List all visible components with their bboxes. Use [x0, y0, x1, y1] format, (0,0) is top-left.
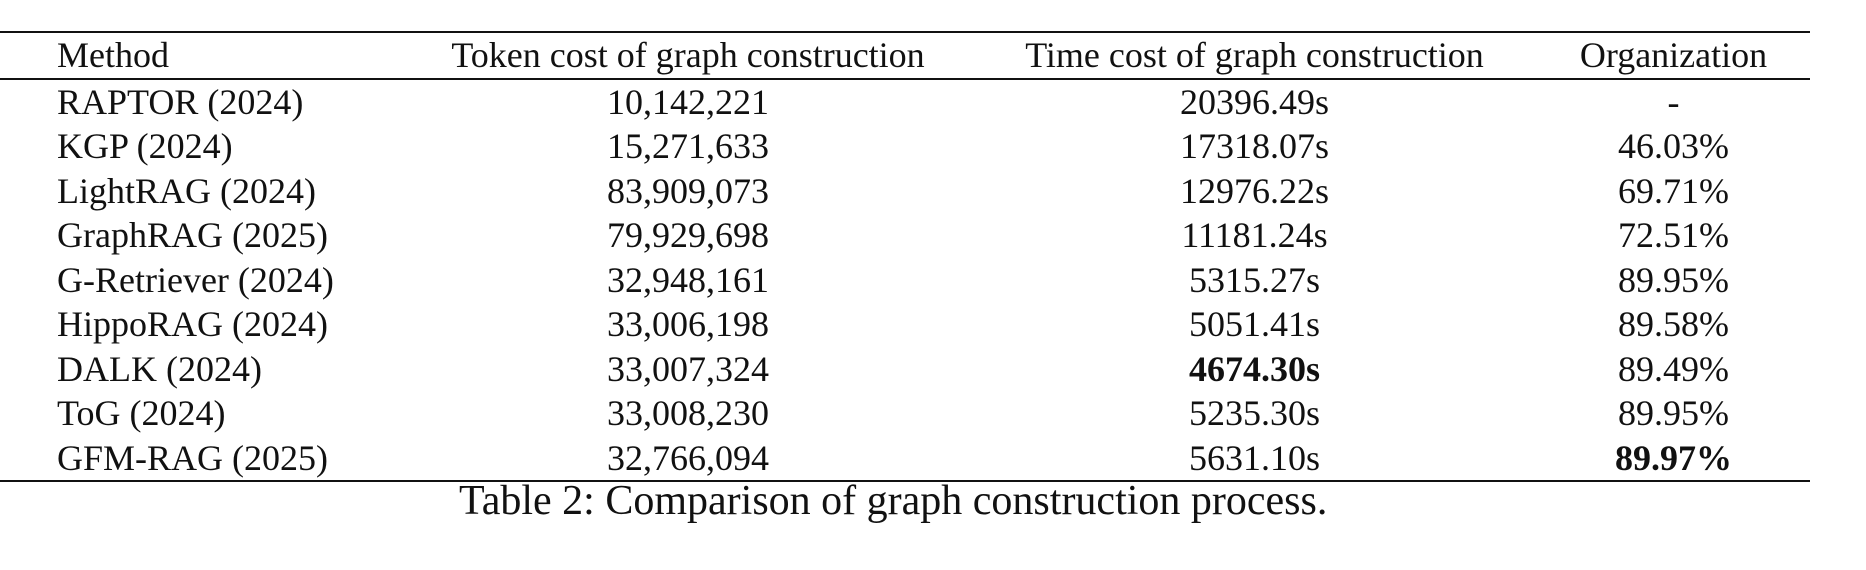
cell-time-cost-best: 4674.30s [1188, 348, 1320, 389]
table-row: GFM-RAG (2025) 32,766,094 5631.10s 89.97… [0, 436, 1810, 481]
table-row: G-Retriever (2024) 32,948,161 5315.27s 8… [0, 258, 1810, 303]
table-row: ToG (2024) 33,008,230 5235.30s 89.95% [0, 391, 1810, 436]
header-method: Method [57, 35, 169, 75]
cell-organization: 89.95% [1618, 393, 1729, 433]
cell-method: G-Retriever (2024) [57, 259, 334, 300]
table-row: DALK (2024) 33,007,324 4674.30s 89.49% [0, 347, 1810, 392]
cell-organization: 89.58% [1618, 304, 1729, 344]
table-row: KGP (2024) 15,271,633 17318.07s 46.03% [0, 124, 1810, 169]
cell-organization: 69.71% [1618, 170, 1729, 211]
table-row: HippoRAG (2024) 33,006,198 5051.41s 89.5… [0, 302, 1810, 347]
cell-time-cost: 5051.41s [1188, 304, 1320, 344]
cell-method: ToG (2024) [57, 393, 226, 433]
cell-organization: 46.03% [1618, 126, 1729, 166]
header-organization: Organization [1579, 35, 1768, 75]
cell-time-cost: 20396.49s [1179, 81, 1329, 122]
table-body: RAPTOR (2024) 10,142,221 20396.49s - KGP… [0, 79, 1810, 481]
cell-organization: 72.51% [1618, 215, 1729, 255]
cell-method: HippoRAG (2024) [57, 304, 328, 344]
table-row: GraphRAG (2025) 79,929,698 11181.24s 72.… [0, 213, 1810, 258]
comparison-table-wrapper: Method Token cost of graph construction … [0, 31, 1810, 482]
cell-token-cost: 83,909,073 [607, 170, 769, 211]
cell-method: LightRAG (2024) [57, 170, 316, 211]
cell-method: GFM-RAG (2025) [57, 437, 329, 478]
cell-organization-best: 89.97% [1615, 437, 1732, 478]
header-time-cost: Time cost of graph construction [1025, 35, 1484, 75]
cell-token-cost: 32,766,094 [607, 437, 769, 478]
comparison-table: Method Token cost of graph construction … [0, 31, 1810, 482]
cell-organization: - [1667, 81, 1680, 122]
cell-token-cost: 33,008,230 [607, 393, 769, 433]
cell-token-cost: 15,271,633 [607, 126, 769, 166]
cell-method: DALK (2024) [57, 348, 262, 389]
cell-token-cost: 79,929,698 [607, 215, 769, 255]
table-row: LightRAG (2024) 83,909,073 12976.22s 69.… [0, 169, 1810, 214]
cell-time-cost: 17318.07s [1179, 126, 1329, 166]
cell-time-cost: 5235.30s [1188, 393, 1320, 433]
cell-time-cost: 12976.22s [1179, 170, 1329, 211]
header-token-cost: Token cost of graph construction [451, 35, 925, 75]
cell-token-cost: 33,007,324 [607, 348, 769, 389]
cell-method: KGP (2024) [57, 126, 233, 166]
cell-token-cost: 33,006,198 [607, 304, 769, 344]
cell-organization: 89.49% [1618, 348, 1729, 389]
cell-token-cost: 10,142,221 [607, 81, 769, 122]
cell-method: RAPTOR (2024) [57, 81, 304, 122]
cell-time-cost: 11181.24s [1181, 215, 1328, 255]
table-row: RAPTOR (2024) 10,142,221 20396.49s - [0, 79, 1810, 125]
cell-organization: 89.95% [1618, 259, 1729, 300]
cell-time-cost: 5315.27s [1188, 259, 1320, 300]
table-caption: Table 2: Comparison of graph constructio… [459, 478, 1328, 524]
cell-time-cost: 5631.10s [1188, 437, 1320, 478]
table-header: Method Token cost of graph construction … [0, 32, 1810, 79]
cell-method: GraphRAG (2025) [57, 215, 328, 255]
cell-token-cost: 32,948,161 [607, 259, 769, 300]
header-row: Method Token cost of graph construction … [0, 32, 1810, 79]
